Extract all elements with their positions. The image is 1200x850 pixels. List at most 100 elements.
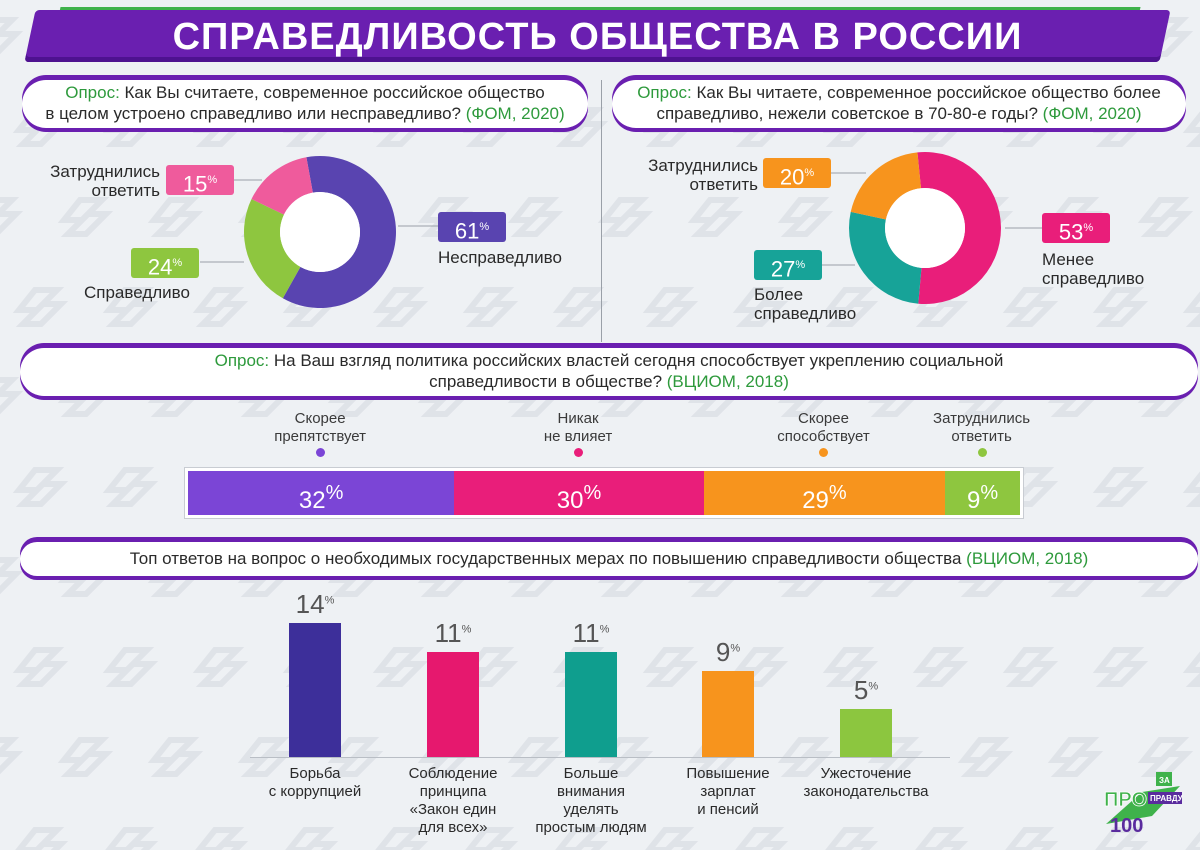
watermark-glyph [195,827,249,850]
donut1-label-unfair: Несправедливо [438,248,562,267]
watermark-glyph [372,287,429,327]
donut2-slice-hard [850,152,922,220]
bar-salaries [702,670,754,757]
logo-side-text: ПРАВДУ [1150,794,1184,803]
watermark-glyph [555,827,609,850]
pro100-logo: ЗА ПРО 100 ПРАВДУ [1104,772,1184,836]
watermark-glyph [1137,737,1194,777]
bar-label-corruption: Борьба с коррупцией [268,765,362,800]
vertical-divider [601,80,602,342]
watermark-glyph [822,287,879,327]
watermark-glyph [1182,291,1200,327]
donut2-badge-less: 53% [1042,213,1110,244]
watermark-glyph [0,737,24,775]
bar-label-salaries: Повышение зарплат и пенсий [686,765,770,818]
donut1-slice-unfair [282,156,397,308]
stacked-marker-hard [977,448,987,457]
donut1-badge-fair: 24% [131,248,199,280]
donut-hole [280,192,360,272]
bar-value-law: 11% [434,617,472,648]
stacked-label-promotes: Скорее способствует [777,410,870,445]
watermark-glyph [327,737,384,777]
donut-chart-2 [822,152,1042,304]
donut2-badge-hard: 20% [763,158,831,190]
stacked-segment-promotes: 29% [703,471,946,515]
watermark-glyph [1182,111,1200,147]
stacked-segment-hinders: 32% [188,471,455,515]
survey1-question-line2: в целом устроено справедливо или несправ… [45,104,462,123]
poll-label: Опрос: [65,83,120,102]
survey1-question-line1: Как Вы считаете, современное российское … [124,83,545,102]
stacked-segment-no-effect: 30% [454,471,704,515]
watermark-glyph [732,287,789,327]
watermark-glyph [912,647,969,687]
donut2-value-more: 27 [770,256,796,282]
watermark-glyph [777,737,834,777]
watermark-glyph [645,827,699,850]
survey4-question: Топ ответов на вопрос о необходимых госу… [129,549,962,568]
watermark-glyph [285,827,339,850]
watermark-glyph [0,377,24,415]
watermark-glyph [462,287,519,327]
stacked-value-no-effect: 30 [556,487,584,514]
watermark-glyph [57,737,114,777]
watermark-glyph [552,107,609,147]
bar-law [427,651,479,757]
survey2-question-box: Опрос: Как Вы читаете, современное росси… [612,80,1186,128]
donut1-value-hard: 15 [182,171,208,197]
watermark-glyph [597,197,654,237]
watermark-glyph [957,737,1014,777]
survey4-question-box: Топ ответов на вопрос о необходимых госу… [20,542,1198,576]
donut2-label-hard: Затруднились ответить [648,156,758,194]
donut-hole [885,188,965,268]
watermark-glyph [372,647,429,687]
donut2-value-hard: 20 [779,164,805,190]
watermark-glyph [1095,827,1149,850]
watermark-glyph [825,827,879,850]
survey1-question-box: Опрос: Как Вы считаете, современное росс… [22,80,588,128]
bar-value-people: 11% [572,617,610,648]
watermark-glyph [1137,197,1194,237]
watermark-glyph [732,647,789,687]
watermark-glyph [192,647,249,687]
stacked-marker-promotes [819,448,829,457]
bar-label-legislation: Ужесточение законодательства [803,765,929,800]
survey3-question-line2: справедливости в обществе? [429,372,663,391]
survey3-question-box: Опрос: На Ваш взгляд политика российских… [20,348,1198,396]
stacked-segment-hard: 9% [945,471,1020,515]
watermark-glyph [0,17,24,55]
watermark-glyph [867,737,924,777]
watermark-glyph [1092,467,1149,507]
donut1-slice-hard [251,157,313,215]
watermark-glyph [1047,737,1104,777]
watermark-glyph [102,467,159,507]
bar-value-corruption: 14% [295,589,335,619]
watermark-glyph [1002,287,1059,327]
watermark-glyph [1182,471,1200,507]
watermark-glyph [237,737,294,777]
donut2-label-more: Более справедливо [754,285,857,323]
bar-chart-baseline [250,757,950,758]
watermark-glyph [12,647,69,687]
watermark-glyph [192,287,249,327]
watermark-glyph [465,827,519,850]
donut1-value-fair: 24 [147,254,173,280]
donut1-value-unfair: 61 [454,218,480,244]
watermark-glyph [915,827,969,850]
stacked-label-no-effect: Никак не влияет [543,410,613,445]
watermark-glyph [15,827,69,850]
logo-pro-text: ПРО [1104,789,1147,811]
watermark-glyph [12,287,69,327]
survey3-question-line1: На Ваш взгляд политика российских власте… [273,351,1004,370]
watermark-glyph [0,197,24,235]
survey2-question-line2: справедливо, нежели советское в 70-80-е … [656,104,1038,123]
watermark-glyph [1185,831,1200,850]
survey2-question-line1: Как Вы читаете, современное российское о… [696,83,1161,102]
watermark-glyph [375,827,429,850]
watermark-glyph [822,647,879,687]
survey2-source: (ФОМ, 2020) [1042,104,1142,123]
stacked-value-promotes: 29 [802,487,829,514]
stacked-marker-hinders [316,448,326,457]
watermark-glyph [687,197,744,237]
bar-value-legislation: 5% [853,675,879,706]
